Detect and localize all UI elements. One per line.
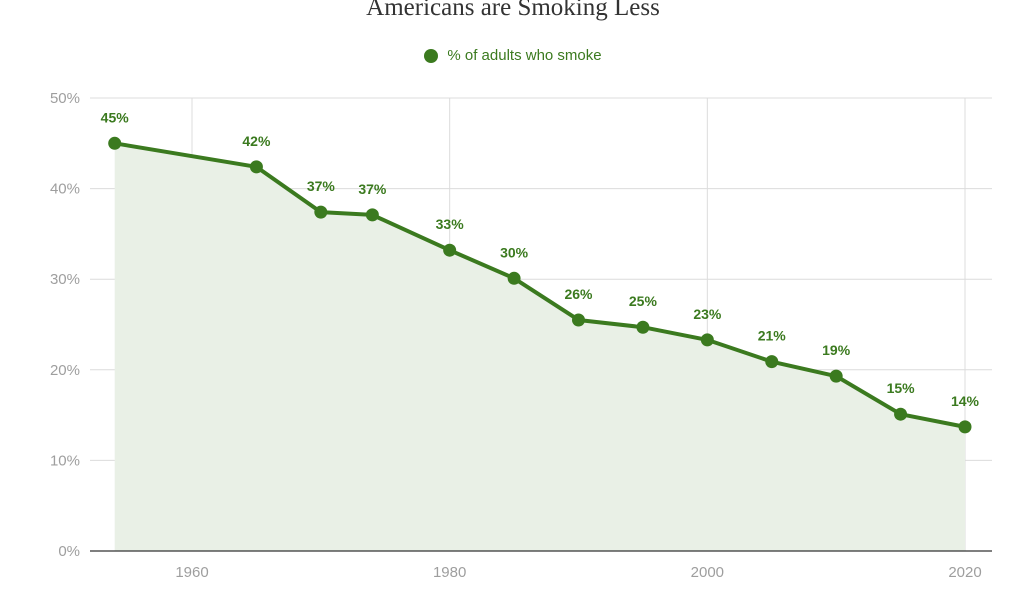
data-point [108, 136, 122, 150]
data-point [572, 313, 585, 327]
data-point [765, 355, 779, 369]
data-point [958, 420, 972, 434]
x-tick-label: 1980 [433, 564, 466, 581]
data-label: 26% [564, 286, 593, 302]
y-tick-label: 30% [50, 271, 80, 288]
data-point [507, 271, 521, 285]
data-label: 30% [500, 244, 529, 260]
x-tick-label: 2000 [691, 564, 724, 581]
data-point [314, 205, 328, 219]
data-label: 14% [951, 393, 980, 409]
legend-marker [424, 48, 439, 63]
data-point [894, 407, 908, 421]
data-point [636, 320, 650, 334]
data-label: 45% [101, 109, 130, 125]
data-label: 21% [758, 328, 787, 344]
data-label: 37% [307, 178, 336, 194]
y-tick-label: 40% [50, 181, 80, 198]
legend-label: % of adults who smoke [447, 47, 602, 64]
data-point [249, 160, 263, 174]
data-label: 33% [436, 216, 465, 232]
area-fill [114, 143, 965, 552]
data-label: 19% [822, 342, 851, 358]
x-tick-label: 2020 [948, 564, 981, 581]
data-label: 37% [358, 181, 387, 197]
data-label: 23% [693, 306, 722, 322]
y-tick-label: 50% [50, 90, 80, 107]
data-point [700, 333, 714, 347]
y-tick-label: 20% [50, 362, 80, 379]
data-label: 15% [887, 380, 916, 396]
legend: % of adults who smoke [0, 47, 1026, 64]
y-tick-label: 0% [58, 543, 80, 560]
chart-title: Americans are Smoking Less [366, 0, 660, 21]
data-point [365, 208, 379, 222]
data-label: 25% [629, 293, 658, 309]
data-label: 42% [242, 133, 271, 149]
data-point [443, 243, 457, 257]
data-point [829, 369, 843, 383]
x-tick-label: 1960 [175, 564, 208, 581]
y-tick-label: 10% [50, 452, 80, 469]
